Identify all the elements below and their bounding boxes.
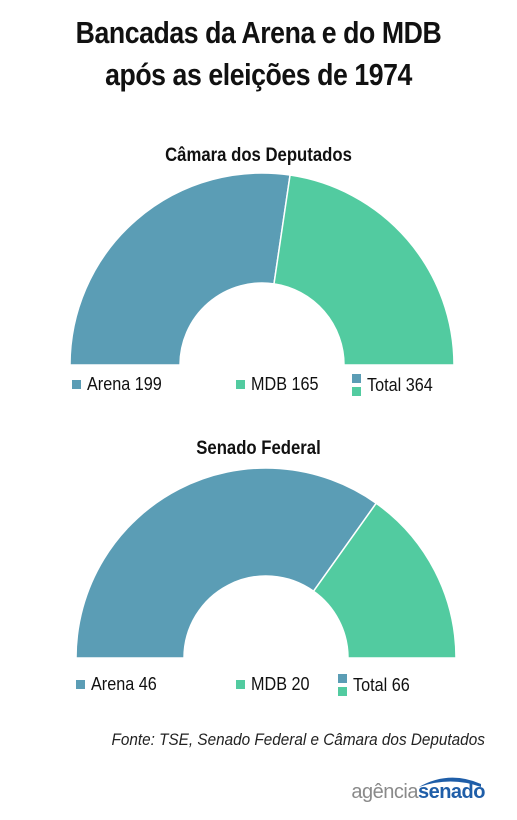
title-line-2: após as eleições de 1974 (105, 57, 412, 92)
chart-title-camara: Câmara dos Deputados (165, 145, 352, 166)
legend-label-arena: Arena 199 (87, 374, 162, 394)
total-swatch (338, 674, 347, 696)
slice-arena (69, 172, 291, 366)
total-swatch (352, 374, 361, 396)
source-note: Fonte: TSE, Senado Federal e Câmara dos … (111, 730, 485, 749)
mdb-swatch (236, 380, 245, 389)
slice-arena (75, 467, 378, 659)
legend-item-arena: Arena 46 (76, 674, 164, 695)
legend-item-total: Total 364 (352, 374, 440, 396)
chart-title-senado: Senado Federal (196, 438, 321, 459)
legend-label-arena: Arena 46 (91, 674, 157, 694)
legend-label-mdb: MDB 20 (251, 674, 310, 694)
legend-item-arena: Arena 199 (72, 374, 170, 395)
legend-label-total: Total 364 (367, 374, 433, 395)
legend-item-total: Total 66 (338, 674, 416, 696)
logo-text-agencia: agência (351, 781, 418, 803)
legend-item-mdb: MDB 20 (236, 674, 316, 695)
mdb-swatch (236, 680, 245, 689)
legend-item-mdb: MDB 165 (236, 374, 326, 395)
legend-camara: Arena 199 MDB 165 Total 364 (0, 374, 517, 414)
logo-text-senado: senado (417, 781, 486, 803)
logo-swoosh-icon (419, 777, 481, 787)
chart-camara (69, 172, 455, 366)
arena-swatch (76, 680, 85, 689)
agencia-senado-logo: agênciasenado (335, 774, 486, 804)
page-title: Bancadas da Arena e do MDB após as eleiç… (36, 12, 481, 96)
legend-senado: Arena 46 MDB 20 Total 66 (0, 674, 517, 714)
slice-mdb (312, 502, 457, 659)
title-line-1: Bancadas da Arena e do MDB (75, 15, 442, 50)
slice-mdb (273, 174, 455, 366)
legend-label-mdb: MDB 165 (251, 374, 319, 394)
arena-swatch (72, 380, 81, 389)
legend-label-total: Total 66 (353, 674, 410, 695)
chart-senado (75, 467, 457, 659)
